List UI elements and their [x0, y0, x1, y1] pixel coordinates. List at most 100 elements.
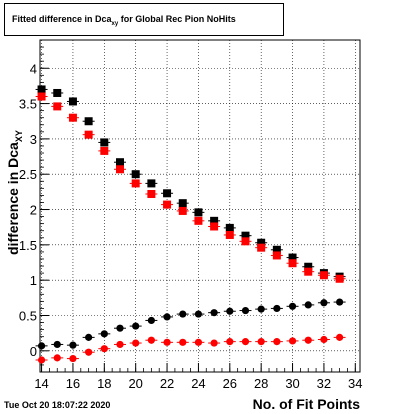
data-point-circle — [179, 310, 187, 318]
y-tick-label: 0 — [30, 344, 37, 359]
axis-ticks — [40, 39, 356, 372]
data-point-circle — [226, 338, 234, 346]
x-tick-label: 16 — [66, 376, 80, 391]
data-point-square — [178, 206, 187, 215]
data-point-circle — [132, 339, 140, 347]
data-point-circle — [116, 340, 124, 349]
data-point-circle — [132, 322, 140, 330]
y-tick-label: 1 — [30, 273, 37, 288]
data-point-square — [37, 92, 46, 101]
data-point-circle — [320, 299, 328, 307]
data-point-circle — [288, 337, 297, 345]
data-point-square — [37, 85, 46, 94]
data-point-square — [53, 88, 62, 97]
data-point-circle — [304, 336, 312, 344]
y-tick-label: 2.5 — [19, 167, 37, 182]
data-point-circle — [37, 356, 46, 364]
data-point-circle — [273, 338, 281, 346]
data-point-square — [163, 200, 172, 209]
data-point-circle — [116, 324, 124, 332]
data-point-square — [288, 253, 297, 262]
data-point-square — [319, 271, 328, 280]
data-point-square — [210, 222, 219, 231]
data-points — [35, 85, 346, 364]
x-axis-label: No. of Fit Points — [252, 396, 360, 412]
data-point-square — [84, 117, 93, 126]
data-point-circle — [163, 313, 171, 321]
data-point-square — [116, 165, 124, 174]
timestamp: Tue Oct 20 18:07:22 2020 — [4, 400, 111, 410]
data-point-square — [131, 179, 140, 188]
data-point-square — [147, 179, 156, 188]
data-point-circle — [273, 304, 281, 313]
x-tick-label: 22 — [160, 376, 174, 391]
y-axis-label-subscript: XY — [13, 130, 24, 143]
data-point-circle — [210, 339, 218, 347]
data-point-circle — [194, 310, 203, 318]
data-point-circle — [37, 342, 46, 350]
data-point-square — [241, 231, 250, 240]
data-point-circle — [320, 335, 328, 344]
chart-title-tail: for Global Rec Pion NoHits — [118, 14, 236, 24]
axis-tick-labels: 14 16 18 20 22 24 26 28 30 32 34 0 0.5 1 1.5 2 2.5 3 3.5 4 — [19, 61, 363, 391]
data-point-square — [147, 189, 156, 198]
chart-title-main: Fitted difference in Dca — [12, 14, 112, 24]
x-tick-label: 14 — [34, 376, 48, 391]
data-point-circle — [69, 354, 77, 363]
data-point-square — [163, 189, 172, 198]
chart-title-box: Fitted difference in Dcaxy for Global Re… — [4, 3, 284, 36]
x-tick-label: 18 — [97, 376, 111, 391]
data-point-square — [68, 113, 77, 122]
data-point-square — [257, 243, 266, 252]
data-point-square — [116, 158, 124, 167]
x-tick-label: 34 — [348, 376, 362, 391]
data-point-circle — [336, 298, 344, 306]
data-point-circle — [147, 316, 155, 325]
data-point-square — [288, 259, 297, 268]
data-point-square — [53, 102, 62, 111]
data-point-circle — [257, 338, 265, 346]
x-tick-label: 30 — [285, 376, 299, 391]
chart-title-subscript: xy — [111, 20, 119, 27]
data-point-square — [272, 251, 281, 260]
data-point-circle — [53, 340, 61, 349]
data-point-square — [100, 138, 109, 147]
x-tick-label: 32 — [317, 376, 331, 391]
data-point-square — [257, 238, 266, 247]
data-point-square — [272, 245, 281, 254]
x-tick-label: 24 — [191, 376, 205, 391]
data-point-square — [225, 230, 234, 239]
y-axis-label: difference in DcaXY — [5, 65, 24, 255]
data-point-square — [304, 262, 313, 271]
data-point-circle — [288, 302, 297, 310]
data-point-square — [84, 130, 93, 139]
data-point-square — [131, 170, 140, 179]
data-point-circle — [336, 333, 344, 341]
y-tick-label: 4 — [30, 61, 37, 76]
data-point-square — [194, 208, 203, 217]
data-point-circle — [241, 306, 250, 315]
data-point-circle — [226, 307, 234, 315]
data-point-square — [225, 223, 234, 232]
x-tick-label: 28 — [254, 376, 268, 391]
data-point-circle — [257, 305, 265, 313]
data-point-square — [304, 267, 313, 276]
data-point-square — [178, 199, 187, 208]
y-tick-label: 1.5 — [19, 238, 37, 253]
data-point-square — [335, 274, 344, 283]
data-point-circle — [85, 348, 93, 356]
data-point-square — [241, 237, 250, 246]
data-point-circle — [69, 341, 77, 349]
data-point-square — [68, 97, 77, 106]
data-point-square — [210, 216, 219, 225]
data-point-circle — [304, 301, 312, 309]
x-tick-label: 26 — [223, 376, 237, 391]
data-point-circle — [53, 354, 61, 362]
data-point-square — [194, 216, 203, 225]
data-point-circle — [163, 338, 171, 346]
data-point-circle — [241, 338, 250, 346]
data-point-circle — [194, 338, 203, 346]
chart-title: Fitted difference in Dcaxy for Global Re… — [12, 14, 236, 27]
plot-frame — [39, 39, 361, 373]
